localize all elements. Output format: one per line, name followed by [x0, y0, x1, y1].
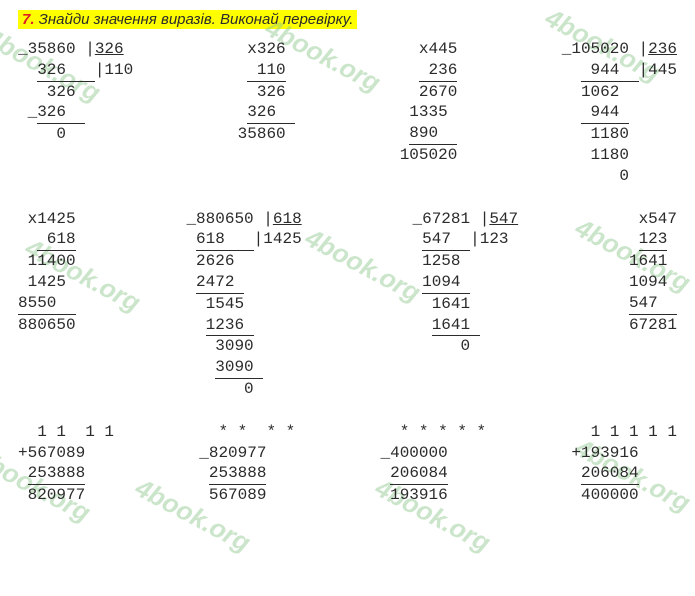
r2c2: _880650 |618 618 |1425 2626 2472 1545 12…	[186, 209, 301, 400]
r3c1: 1 1 1 1 +567089 253888 820977	[18, 422, 114, 506]
r1c2: x326 110 326 326 35860	[238, 39, 296, 145]
r2c4: x547 123 1641 1094 547 67281	[629, 209, 677, 336]
row-1: _35860 |326 326 |110 326 _326 0 x326 110…	[18, 39, 677, 187]
r1c1: _35860 |326 326 |110 326 _326 0	[18, 39, 133, 145]
task-title: 7. Знайди значення виразів. Виконай пере…	[18, 10, 357, 29]
task-text: Знайди значення виразів. Виконай перевір…	[35, 11, 354, 28]
r1c3: x445 236 2670 1335 890 105020	[400, 39, 458, 166]
math-content: _35860 |326 326 |110 326 _326 0 x326 110…	[18, 39, 677, 506]
r2c3: _67281 |547 547 |123 1258 1094 1641 1641…	[413, 209, 519, 358]
r1c4: _105020 |236 944 |445 1062 944 1180 1180…	[562, 39, 677, 187]
row-3: 1 1 1 1 +567089 253888 820977 * * * * _8…	[18, 422, 677, 506]
r2c1: x1425 618 11400 1425 8550 880650	[18, 209, 76, 336]
task-number: 7.	[22, 11, 35, 28]
row-2: x1425 618 11400 1425 8550 880650 _880650…	[18, 209, 677, 400]
r3c3: * * * * * _400000 206084 193916	[381, 422, 487, 506]
r3c2: * * * * _820977 253888 567089	[199, 422, 295, 506]
r3c4: 1 1 1 1 1 +193916 206084 400000	[571, 422, 677, 506]
